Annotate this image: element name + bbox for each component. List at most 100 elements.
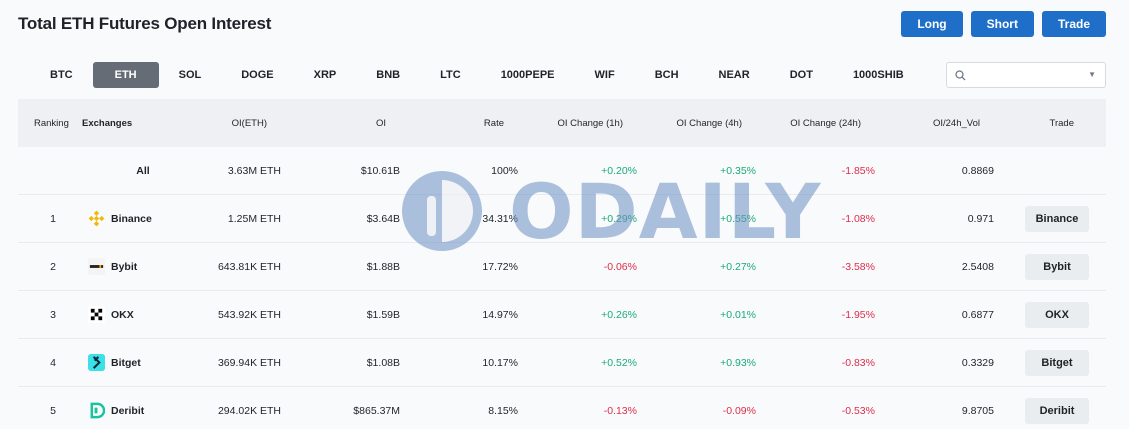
header-rate: Rate xyxy=(483,117,504,129)
rate-cell: 14.97% xyxy=(482,308,518,321)
trade-binance-button[interactable]: Binance xyxy=(1025,205,1089,232)
rate-cell: 100% xyxy=(491,164,518,177)
oi-eth-cell: 1.25M ETH xyxy=(227,212,281,225)
header-oi-change-4h: OI Change (4h) xyxy=(676,117,742,129)
trade-okx-button[interactable]: OKX xyxy=(1025,301,1089,328)
header-oi: OI xyxy=(375,117,386,129)
oi-change-4h-cell: +0.01% xyxy=(720,308,756,321)
oi-24h-vol-cell: 9.8705 xyxy=(961,404,994,417)
oi-eth-cell: 294.02K ETH xyxy=(217,404,281,417)
oi-24h-vol-cell: 0.8869 xyxy=(961,164,994,177)
oi-change-1h-cell: -0.13% xyxy=(603,404,637,417)
rate-cell: 8.15% xyxy=(488,404,518,417)
header-trade: Trade xyxy=(1049,117,1074,129)
trade-bybit-button[interactable]: Bybit xyxy=(1025,253,1089,280)
trade-deribit-button[interactable]: Deribit xyxy=(1025,397,1089,424)
coin-tab-near[interactable]: NEAR xyxy=(718,69,750,81)
deribit-icon xyxy=(88,402,106,419)
action-buttons: Long Short Trade xyxy=(901,11,1106,37)
oi-change-4h-cell: +0.93% xyxy=(720,356,756,369)
oi-change-4h-cell: +0.35% xyxy=(720,164,756,177)
table-row: 1 Binance 1.25M ETH $3.64B 34.31% +0.29%… xyxy=(18,195,1106,243)
coin-tab-bch[interactable]: BCH xyxy=(654,69,679,81)
coin-tab-xrp[interactable]: XRP xyxy=(313,69,337,81)
chevron-down-icon[interactable]: ▼ xyxy=(1088,70,1096,79)
exchange-name: OKX xyxy=(111,308,134,321)
trade-cell: Binance xyxy=(994,205,1097,232)
exchange-cell: Binance xyxy=(88,210,178,227)
long-button[interactable]: Long xyxy=(901,11,963,37)
coin-tab-1000pepe[interactable]: 1000PEPE xyxy=(500,69,555,81)
oi-change-1h-cell: +0.26% xyxy=(601,308,637,321)
trade-bitget-button[interactable]: Bitget xyxy=(1025,349,1089,376)
oi-change-24h-cell: -1.85% xyxy=(841,164,875,177)
oi-change-24h-cell: -1.95% xyxy=(841,308,875,321)
oi-change-24h-cell: -3.58% xyxy=(841,260,875,273)
rate-cell: 17.72% xyxy=(482,260,518,273)
oi-cell: $1.08B xyxy=(366,356,400,369)
exchange-cell: OKX xyxy=(88,306,178,323)
header-oi-change-24h: OI Change (24h) xyxy=(790,117,861,129)
coin-tab-btc[interactable]: BTC xyxy=(50,69,73,81)
oi-cell: $10.61B xyxy=(360,164,400,177)
table-row: 2 Bybit 643.81K ETH $1.88B 17.72% -0.06%… xyxy=(18,243,1106,291)
exchange-cell: Bybit xyxy=(88,258,178,275)
page-title: Total ETH Futures Open Interest xyxy=(18,14,272,33)
oi-change-1h-cell: -0.06% xyxy=(603,260,637,273)
bitget-icon xyxy=(88,354,105,371)
oi-eth-cell: 643.81K ETH xyxy=(217,260,281,273)
exchange-cell: Deribit xyxy=(88,402,178,419)
exchange-cell: All xyxy=(88,165,178,177)
oi-change-24h-cell: -0.83% xyxy=(841,356,875,369)
trade-cell: OKX xyxy=(994,301,1097,328)
coin-tab-ltc[interactable]: LTC xyxy=(440,69,461,81)
coin-tab-1000shib[interactable]: 1000SHIB xyxy=(852,69,904,81)
table-row: 3 OKX 543.92K ETH $1.59B 14.97% +0.26% +… xyxy=(18,291,1106,339)
oi-cell: $1.88B xyxy=(366,260,400,273)
oi-change-1h-cell: +0.29% xyxy=(601,212,637,225)
ranking-cell: 5 xyxy=(50,404,56,417)
ranking-cell: 4 xyxy=(50,356,56,369)
oi-24h-vol-cell: 0.971 xyxy=(967,212,994,225)
oi-change-24h-cell: -1.08% xyxy=(841,212,875,225)
table-header: Ranking Exchanges OI(ETH) OI Rate OI Cha… xyxy=(18,99,1106,147)
coin-tab-eth[interactable]: ETH xyxy=(92,62,159,88)
okx-icon xyxy=(88,306,105,323)
oi-24h-vol-cell: 2.5408 xyxy=(961,260,994,273)
oi-change-4h-cell: -0.09% xyxy=(722,404,756,417)
bybit-icon xyxy=(88,258,105,275)
table-row: All 3.63M ETH $10.61B 100% +0.20% +0.35%… xyxy=(18,147,1106,195)
coin-tab-sol[interactable]: SOL xyxy=(178,69,202,81)
exchange-name: Deribit xyxy=(111,404,145,417)
coin-tab-doge[interactable]: DOGE xyxy=(241,69,274,81)
ranking-cell: 3 xyxy=(50,308,56,321)
trade-button[interactable]: Trade xyxy=(1041,11,1106,37)
rate-cell: 34.31% xyxy=(482,212,518,225)
oi-cell: $3.64B xyxy=(366,212,400,225)
header-oi-24h-vol: OI/24h_Vol xyxy=(932,117,980,129)
coin-tab-bnb[interactable]: BNB xyxy=(376,69,401,81)
oi-eth-cell: 543.92K ETH xyxy=(217,308,281,321)
oi-change-1h-cell: +0.52% xyxy=(601,356,637,369)
search-input[interactable] xyxy=(971,66,1081,84)
rate-cell: 10.17% xyxy=(482,356,518,369)
short-button[interactable]: Short xyxy=(970,11,1034,37)
exchange-name: All xyxy=(136,164,150,177)
oi-change-4h-cell: +0.55% xyxy=(720,212,756,225)
exchange-name: Binance xyxy=(111,212,152,225)
header-oi-change-1h: OI Change (1h) xyxy=(557,117,623,129)
oi-24h-vol-cell: 0.6877 xyxy=(961,308,994,321)
trade-cell: Bitget xyxy=(994,349,1097,376)
coin-tab-dot[interactable]: DOT xyxy=(789,69,813,81)
header-exchanges: Exchanges xyxy=(82,117,133,129)
oi-change-4h-cell: +0.27% xyxy=(720,260,756,273)
exchange-cell: Bitget xyxy=(88,354,178,371)
search-icon xyxy=(955,70,966,81)
table-row: 4 Bitget 369.94K ETH $1.08B 10.17% +0.52… xyxy=(18,339,1106,387)
coin-search[interactable]: ▼ xyxy=(946,62,1106,88)
binance-icon xyxy=(88,210,105,227)
oi-change-1h-cell: +0.20% xyxy=(601,164,637,177)
coin-tab-wif[interactable]: WIF xyxy=(594,69,615,81)
oi-eth-cell: 3.63M ETH xyxy=(227,164,281,177)
trade-cell: Bybit xyxy=(994,253,1097,280)
